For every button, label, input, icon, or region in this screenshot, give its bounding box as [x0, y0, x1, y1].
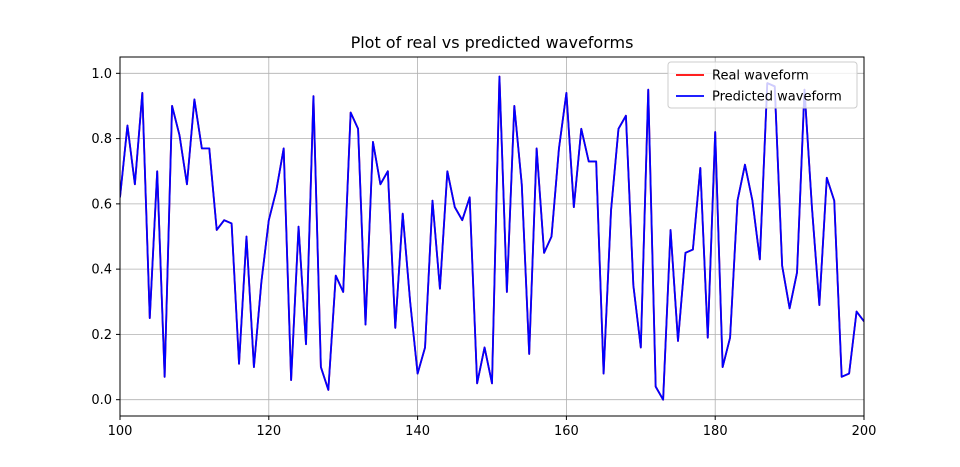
- x-tick-label: 140: [405, 424, 430, 439]
- legend-label-real: Real waveform: [712, 69, 809, 84]
- y-tick-label: 0.8: [91, 132, 112, 147]
- y-tick-label: 0.0: [91, 393, 112, 408]
- y-tick-label: 0.2: [91, 328, 112, 343]
- x-tick-label: 180: [703, 424, 728, 439]
- chart-title: Plot of real vs predicted waveforms: [351, 33, 634, 52]
- axis-ticks: 100 120 140 160 180 200 0.0 0.2 0.4 0.6 0.8 1.0: [91, 67, 876, 439]
- y-tick-label: 0.6: [91, 197, 112, 212]
- x-tick-label: 200: [852, 424, 877, 439]
- legend: Real waveform Predicted waveform: [667, 61, 858, 109]
- x-tick-label: 100: [108, 424, 133, 439]
- series-lines: [120, 75, 864, 401]
- series-line-predicted: [120, 75, 864, 401]
- y-tick-label: 0.4: [91, 263, 112, 278]
- plot-frame: [119, 56, 865, 417]
- legend-label-predicted: Predicted waveform: [712, 90, 842, 105]
- legend-box: [667, 61, 858, 109]
- y-tick-label: 1.0: [91, 67, 112, 82]
- x-tick-label: 120: [256, 424, 281, 439]
- x-tick-label: 160: [554, 424, 579, 439]
